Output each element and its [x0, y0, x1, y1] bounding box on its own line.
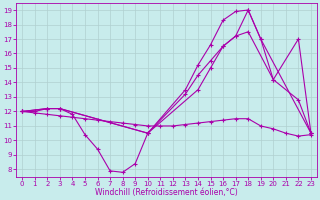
- X-axis label: Windchill (Refroidissement éolien,°C): Windchill (Refroidissement éolien,°C): [95, 188, 238, 197]
